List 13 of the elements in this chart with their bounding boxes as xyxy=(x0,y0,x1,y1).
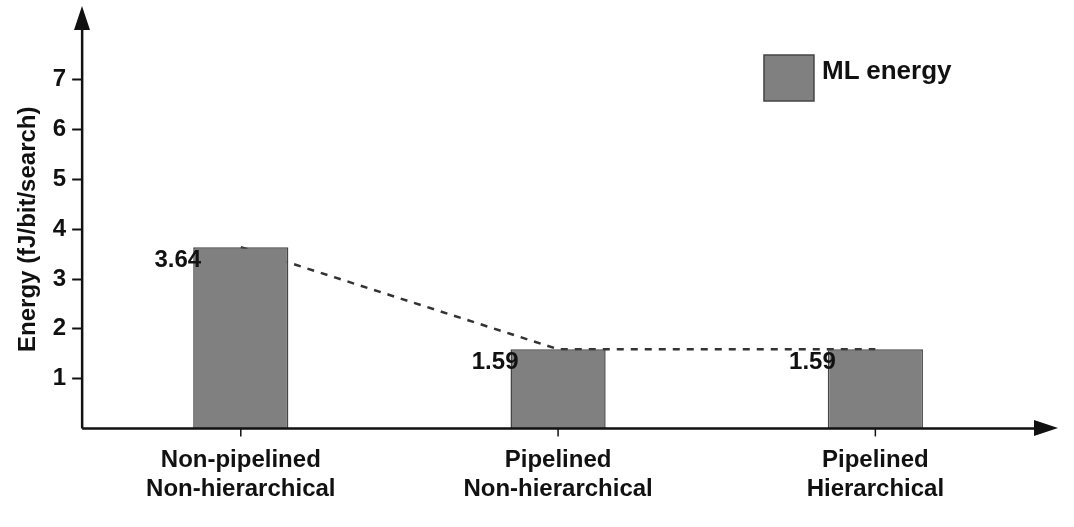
y-axis-title: Energy (fJ/bit/search) xyxy=(13,106,41,352)
y-tick-label: 1 xyxy=(52,363,67,391)
y-tick-label: 5 xyxy=(52,164,67,192)
x-tick-label: Pipelined Hierarchical xyxy=(806,445,945,502)
data-label: 3.64 xyxy=(154,244,202,272)
y-tick-label: 4 xyxy=(52,213,67,241)
legend-label: ML energy xyxy=(821,55,953,86)
x-tick-label: Non-pipelined Non-hierarchical xyxy=(146,445,336,502)
y-tick-label: 2 xyxy=(52,313,67,341)
x-tick-label: Pipelined Non-hierarchical xyxy=(463,445,653,502)
y-tick-label: 3 xyxy=(52,263,67,291)
y-tick-label: 7 xyxy=(52,64,67,92)
y-tick-label: 6 xyxy=(52,114,67,142)
